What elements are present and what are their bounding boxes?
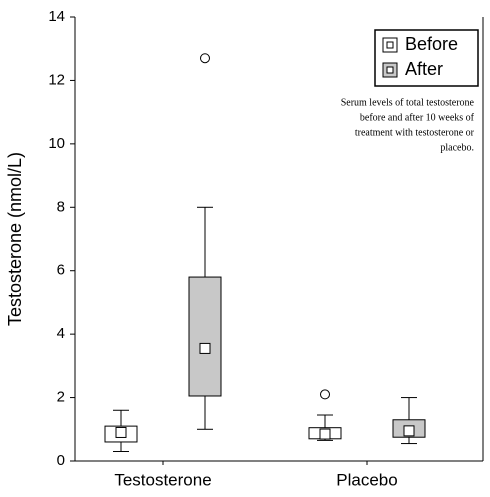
outlier bbox=[320, 389, 330, 400]
y-axis-label: Testosterone (nmol/L) bbox=[5, 152, 25, 326]
y-tick-label: 6 bbox=[57, 262, 65, 279]
y-tick-label: 8 bbox=[57, 198, 65, 215]
annotation: treatment with testosterone or bbox=[355, 127, 475, 138]
y-tick-label: 2 bbox=[57, 389, 65, 406]
median-marker bbox=[319, 428, 331, 440]
box bbox=[188, 276, 222, 397]
median-marker bbox=[403, 425, 415, 437]
annotation: placebo. bbox=[440, 142, 474, 153]
median-marker bbox=[115, 426, 127, 438]
y-tick-label: 14 bbox=[48, 8, 65, 25]
y-tick-label: 12 bbox=[48, 71, 65, 88]
legend-label: After bbox=[405, 59, 443, 79]
legend-swatch-inner bbox=[386, 66, 394, 74]
outlier bbox=[200, 53, 210, 64]
legend-swatch-inner bbox=[386, 41, 394, 49]
median-marker bbox=[199, 342, 211, 354]
y-tick-label: 4 bbox=[57, 325, 65, 342]
annotation: Serum levels of total testosterone bbox=[341, 97, 475, 108]
x-tick-label: Placebo bbox=[336, 470, 397, 489]
y-tick-label: 10 bbox=[48, 135, 65, 152]
y-tick-label: 0 bbox=[57, 452, 65, 469]
annotation: before and after 10 weeks of bbox=[360, 112, 475, 123]
legend-label: Before bbox=[405, 34, 458, 54]
x-tick-label: Testosterone bbox=[114, 470, 211, 489]
